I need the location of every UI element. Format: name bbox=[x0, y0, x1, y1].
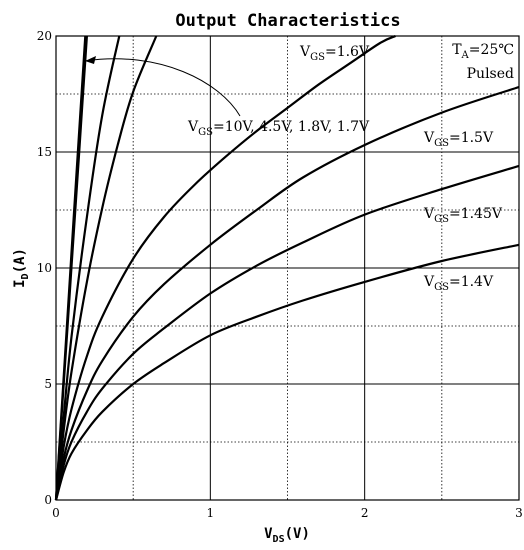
series-line-vgs-1-7v bbox=[54, 35, 158, 501]
temperature-label: TA=25℃ bbox=[452, 42, 514, 61]
y-tick-label: 20 bbox=[37, 29, 52, 43]
label-vgs-1-6v: VGS=1.6V bbox=[299, 44, 370, 63]
x-tick-label: 0 bbox=[52, 506, 60, 520]
y-tick-label: 10 bbox=[37, 261, 52, 275]
grid bbox=[56, 36, 519, 500]
label-vgs-1-5v: VGS=1.5V bbox=[423, 130, 494, 149]
x-tick-label: 1 bbox=[207, 506, 215, 520]
y-tick-label: 0 bbox=[44, 493, 52, 507]
tick-labels: 0 1 2 3 0 5 10 15 20 bbox=[37, 29, 523, 520]
series-line-vgs-1-6v bbox=[54, 34, 396, 501]
label-vgs-group: VGS=10V, 4.5V, 1.8V, 1.7V bbox=[187, 119, 370, 138]
series-line-vgs-4-5v bbox=[54, 35, 88, 501]
plot-area-frame bbox=[55, 35, 520, 501]
series-line-vgs-1-8v bbox=[54, 35, 121, 501]
x-tick-label: 3 bbox=[515, 506, 523, 520]
y-tick-label: 15 bbox=[37, 145, 52, 159]
x-tick-label: 2 bbox=[361, 506, 369, 520]
label-vgs-1-4v: VGS=1.4V bbox=[423, 274, 494, 293]
series-line-vgs-1-4v bbox=[54, 243, 520, 501]
curves bbox=[54, 34, 520, 501]
group-label-arrow bbox=[84, 58, 241, 117]
series-line-vgs-1-5v bbox=[54, 85, 520, 501]
y-axis-label: ID(A) bbox=[12, 248, 31, 288]
y-tick-label: 5 bbox=[44, 377, 52, 391]
chart-title: Output Characteristics bbox=[175, 11, 400, 31]
pulsed-label: Pulsed bbox=[467, 66, 514, 82]
series-line-vgs-1-45v bbox=[54, 164, 520, 501]
x-axis-label: VDS(V) bbox=[264, 526, 310, 545]
label-vgs-1-45v: VGS=1.45V bbox=[423, 206, 503, 225]
arrow-head-icon bbox=[85, 56, 96, 64]
